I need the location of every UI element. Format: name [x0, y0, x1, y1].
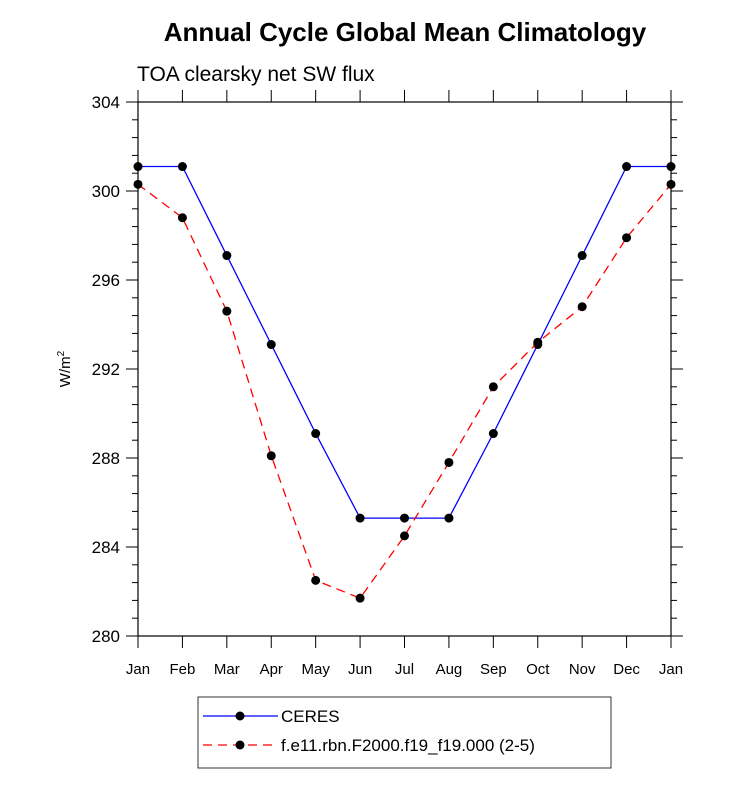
data-point — [400, 513, 409, 523]
data-point — [355, 513, 365, 523]
data-point — [444, 513, 454, 523]
data-point — [622, 233, 632, 243]
x-tick-label: May — [301, 661, 330, 678]
data-point — [577, 302, 587, 312]
data-point — [133, 179, 143, 189]
legend: CERES f.e11.rbn.F2000.f19_f19.000 (2-5) — [197, 696, 612, 769]
x-tick-label: Apr — [260, 661, 283, 678]
series-layer — [133, 162, 676, 603]
data-point — [666, 179, 676, 189]
data-point — [133, 162, 143, 172]
data-point — [222, 306, 232, 316]
y-tick-label: 300 — [92, 182, 120, 201]
x-tick-label: Feb — [169, 661, 195, 678]
data-point — [311, 575, 321, 585]
axis-ticks — [126, 90, 683, 648]
legend-label: f.e11.rbn.F2000.f19_f19.000 (2-5) — [281, 736, 535, 755]
data-point — [533, 337, 543, 347]
series-line — [138, 165, 671, 519]
data-point — [400, 531, 409, 541]
x-tick-label: Mar — [214, 661, 240, 678]
x-tick-label: Dec — [613, 661, 640, 678]
y-tick-label: 284 — [92, 538, 120, 557]
chart-title: Annual Cycle Global Mean Climatology — [164, 17, 647, 47]
y-axis-label-superscript: 2 — [56, 350, 67, 356]
x-tick-label: Nov — [569, 661, 596, 678]
data-point — [355, 593, 365, 603]
legend-box — [197, 696, 612, 769]
y-tick-label: 292 — [92, 360, 120, 379]
y-tick-label: 304 — [92, 93, 120, 112]
x-tick-label: Jan — [126, 661, 150, 678]
data-point — [177, 162, 187, 172]
data-point — [666, 162, 676, 172]
data-point — [622, 162, 632, 172]
chart-subtitle: TOA clearsky net SW flux — [137, 63, 375, 86]
y-tick-labels: 280 284 288 292 296 300 304 — [92, 93, 120, 646]
x-tick-label: Sep — [480, 661, 507, 678]
legend-label: CERES — [281, 707, 340, 726]
x-tick-label: Jul — [395, 661, 414, 678]
data-point — [222, 251, 232, 261]
data-point — [488, 429, 498, 439]
data-point — [311, 429, 321, 439]
x-tick-labels: Jan Feb Mar Apr May Jun Jul Aug Sep Oct Nov Dec Jan — [126, 661, 683, 678]
x-tick-label: Jun — [348, 661, 372, 678]
data-point — [577, 251, 587, 261]
plot-frame — [137, 101, 672, 637]
y-tick-label: 288 — [92, 449, 120, 468]
data-point — [266, 340, 276, 350]
legend-marker — [235, 740, 245, 750]
x-tick-label: Aug — [436, 661, 463, 678]
data-point — [177, 213, 187, 223]
legend-marker — [235, 711, 245, 721]
svg-text:W/m2: W/m2 — [56, 350, 74, 387]
x-tick-label: Jan — [659, 661, 683, 678]
data-point — [488, 382, 498, 392]
x-tick-label: Oct — [526, 661, 550, 678]
y-axis-label: W/m2 — [56, 350, 74, 387]
y-axis-label-base: W/m — [57, 356, 74, 387]
data-point — [266, 451, 276, 461]
y-tick-label: 296 — [92, 271, 120, 290]
y-tick-label: 280 — [92, 627, 120, 646]
data-point — [444, 457, 454, 467]
